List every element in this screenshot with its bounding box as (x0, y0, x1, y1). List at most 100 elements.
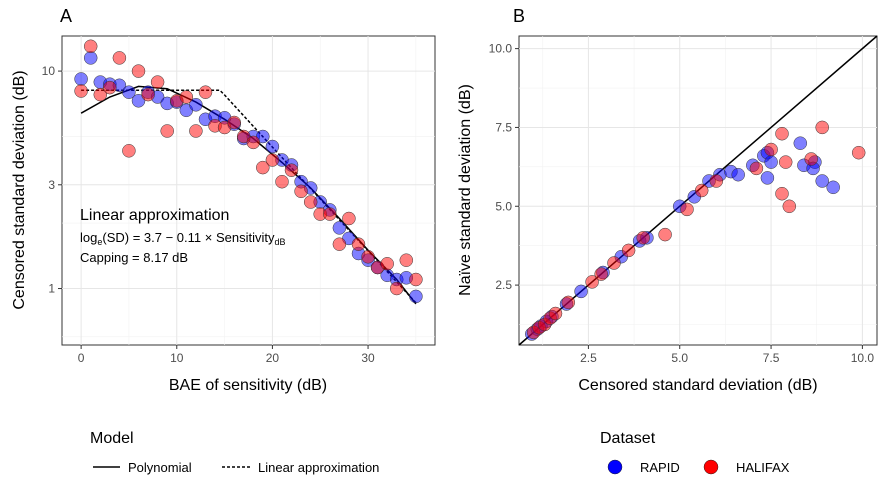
panel-b-y-axis-title: Naïve standard deviation (dB) (457, 84, 474, 296)
halifax-point (141, 87, 155, 102)
halifax-point (275, 174, 289, 189)
equation-subscript-e: e (97, 237, 102, 247)
panel-a-annotation: Linear approximation loge(SD) = 3.7 − 0.… (80, 207, 285, 265)
halifax-point (342, 211, 356, 226)
legend-polynomial-label: Polynomial (128, 460, 192, 475)
halifax-point (131, 64, 146, 78)
equation-log: log (80, 230, 97, 245)
rapid-point (122, 85, 136, 99)
rapid-point (265, 139, 280, 154)
panel-b-letter: B (513, 6, 525, 26)
legend-model-title: Model (90, 430, 134, 447)
halifax-point (409, 272, 423, 287)
legend-halifax-swatch (703, 459, 719, 475)
rapid-point (83, 51, 98, 65)
x-tick-label: 0 (78, 351, 85, 365)
rapid-point (332, 221, 347, 235)
rapid-point (764, 155, 778, 169)
legend-linear-approx-label: Linear approximation (258, 460, 379, 475)
y-tick-label: 2.5 (495, 278, 512, 292)
halifax-point (189, 124, 203, 138)
halifax-point (709, 174, 724, 188)
panel-b: B 2.5 5.0 7.5 10.0 2.5 5.0 7.5 10.0 Censored st… (457, 6, 878, 394)
y-tick-label: 5.0 (495, 199, 512, 213)
halifax-point (680, 202, 694, 217)
halifax-point (778, 155, 793, 169)
halifax-point (361, 250, 375, 264)
halifax-point (749, 161, 764, 176)
halifax-point (764, 142, 778, 157)
equation-body: (SD) = 3.7 − 0.11 × Sensitivity (102, 230, 275, 245)
halifax-point (179, 90, 194, 104)
x-tick-label: 20 (266, 351, 280, 365)
halifax-point (256, 160, 270, 175)
halifax-point (294, 184, 308, 199)
halifax-point (804, 152, 818, 166)
halifax-point (112, 51, 127, 65)
halifax-point (160, 124, 174, 138)
halifax-point (323, 207, 337, 221)
halifax-point (782, 199, 797, 214)
halifax-point (198, 85, 213, 99)
rapid-point (815, 174, 829, 188)
rapid-point (826, 180, 840, 195)
halifax-point (389, 281, 404, 296)
halifax-point (103, 80, 117, 95)
halifax-point (284, 163, 299, 177)
halifax-point (694, 183, 709, 198)
halifax-point (636, 231, 650, 245)
halifax-point (548, 306, 563, 321)
x-tick-label: 10 (170, 351, 184, 365)
halifax-point (303, 195, 318, 209)
rapid-point (131, 94, 146, 108)
y-tick-label: 10.0 (489, 42, 513, 56)
legend-model: Model Polynomial Linear approximation (90, 430, 379, 475)
x-tick-label: 5.0 (671, 351, 688, 365)
legend-halifax-label: HALIFAX (736, 460, 790, 475)
panel-a-points (74, 39, 423, 304)
halifax-point (351, 237, 366, 251)
x-tick-label: 10.0 (851, 351, 875, 365)
halifax-point (607, 256, 621, 270)
halifax-point (585, 275, 599, 289)
rapid-point (409, 289, 423, 304)
halifax-point (150, 75, 165, 89)
rapid-point (760, 171, 775, 185)
panel-a-ticks: 0 10 20 30 1 3 10 (42, 64, 375, 365)
halifax-point (332, 237, 347, 251)
annotation-equation: loge(SD) = 3.7 − 0.11 × SensitivitydB (80, 230, 285, 247)
x-tick-label: 2.5 (580, 351, 597, 365)
halifax-point (265, 153, 280, 167)
halifax-point (851, 145, 866, 160)
halifax-point (122, 144, 136, 158)
halifax-point (246, 135, 261, 150)
halifax-point (93, 87, 108, 102)
halifax-point (83, 39, 98, 54)
panel-b-x-axis-title: Censored standard deviation (dB) (578, 377, 817, 394)
panel-a: A 0 10 20 30 1 3 10 BAE of sensitivity (dB) Ce… (11, 6, 436, 394)
panel-a-grid (62, 36, 435, 345)
panel-a-x-axis-title: BAE of sensitivity (dB) (169, 377, 327, 394)
halifax-point (561, 295, 576, 310)
legend-rapid-label: RAPID (640, 460, 680, 475)
y-tick-label: 10 (42, 64, 56, 78)
halifax-point (399, 253, 414, 267)
panel-a-letter: A (60, 6, 72, 26)
halifax-point (658, 227, 672, 242)
halifax-point (621, 243, 636, 258)
y-tick-label: 3 (48, 178, 55, 192)
halifax-point (775, 186, 789, 201)
panel-b-points (525, 120, 866, 341)
panel-b-ticks: 2.5 5.0 7.5 10.0 2.5 5.0 7.5 10.0 (489, 42, 875, 365)
equation-subscript-db: dB (274, 237, 285, 247)
x-tick-label: 30 (361, 351, 375, 365)
halifax-point (594, 267, 608, 281)
rapid-point (74, 72, 88, 86)
halifax-point (775, 126, 789, 141)
halifax-point (380, 257, 394, 271)
annotation-title: Linear approximation (80, 207, 229, 224)
halifax-point (815, 120, 829, 135)
y-tick-label: 1 (48, 282, 55, 296)
rapid-point (731, 167, 745, 182)
